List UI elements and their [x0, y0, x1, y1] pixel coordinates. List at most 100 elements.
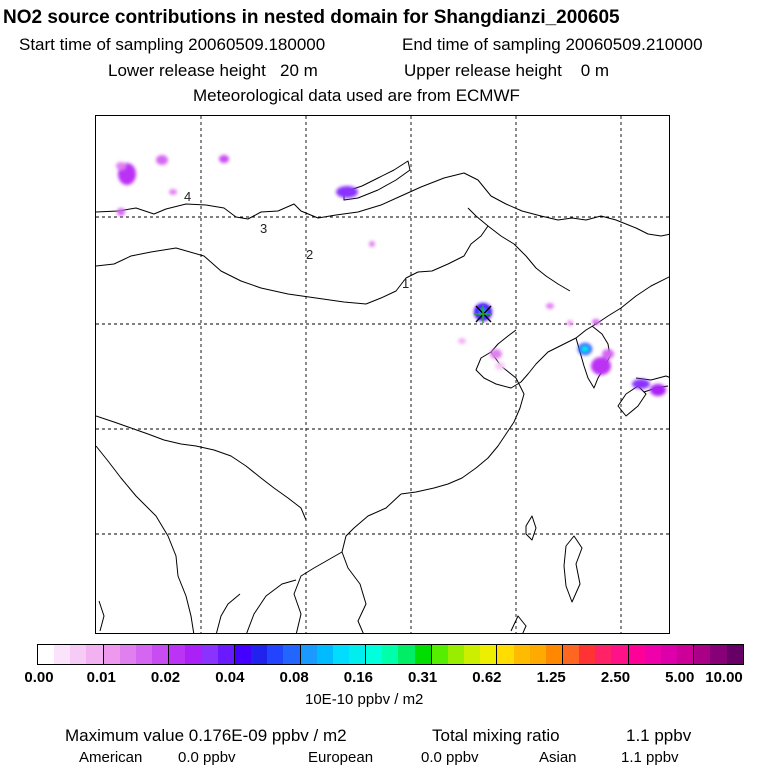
colorbar-cell: [365, 645, 383, 664]
colorbar-cell: [398, 645, 415, 664]
colorbar-cell: [102, 645, 120, 664]
colorbar-cell: [119, 645, 136, 664]
concentration-field: [116, 155, 666, 396]
colorbar-cell: [283, 645, 300, 664]
colorbar-tick-label: 1.25: [536, 669, 566, 686]
coastlines-borders: [96, 160, 669, 633]
colorbar-cell: [447, 645, 465, 664]
plot-title: NO2 source contributions in nested domai…: [3, 7, 620, 28]
region-label-1: 1: [402, 276, 409, 291]
plume-patch: [169, 189, 177, 195]
colorbar-cell: [251, 645, 268, 664]
colorbar-cell: [332, 645, 349, 664]
total-mixing-label: Total mixing ratio: [432, 726, 560, 745]
colorbar-units: 10E-10 ppbv / m2: [305, 691, 424, 708]
colorbar-cell: [660, 645, 678, 664]
station-marker-icon: [474, 305, 492, 323]
total-mixing-value: 1.1 ppbv: [626, 726, 692, 745]
colorbar-cell: [693, 645, 711, 664]
region-label-3: 3: [260, 221, 267, 236]
map-panel: 1 2 3 4: [95, 115, 670, 634]
colorbar-cell: [86, 645, 103, 664]
colorbar-cell: [299, 645, 317, 664]
plume-patch: [591, 357, 611, 375]
colorbar-tick-label: 0.08: [279, 669, 309, 686]
region-label-2: 2: [306, 247, 313, 262]
colorbar-cell: [726, 645, 743, 664]
met-data-source: Meteorological data used are from ECMWF: [193, 86, 520, 105]
plume-patch: [117, 208, 125, 216]
colorbar-cell: [168, 645, 186, 664]
colorbar-cell: [710, 645, 727, 664]
asian-label: Asian: [539, 749, 577, 766]
colorbar-tick-label: 0.00: [24, 669, 54, 686]
colorbar: [37, 644, 744, 665]
colorbar-tick-label: 0.16: [343, 669, 373, 686]
colorbar-cell: [480, 645, 497, 664]
colorbar-cell: [611, 645, 628, 664]
colorbar-tick-label: 5.00: [665, 669, 695, 686]
plume-patch: [490, 349, 502, 359]
american-label: American: [79, 749, 143, 766]
start-time: Start time of sampling 20060509.180000: [19, 35, 326, 54]
plume-patch: [336, 186, 358, 198]
plume-patch: [495, 362, 505, 370]
european-label: European: [308, 749, 374, 766]
colorbar-cell: [644, 645, 661, 664]
region-label-4: 4: [184, 189, 191, 204]
plume-patch: [650, 384, 666, 396]
map-canvas: 1 2 3 4: [96, 116, 669, 633]
plume-patch: [581, 346, 589, 352]
colorbar-cell: [529, 645, 546, 664]
colorbar-cell: [233, 645, 252, 664]
plume-patch: [546, 303, 554, 309]
colorbar-cell: [217, 645, 234, 664]
colorbar-cell: [152, 645, 169, 664]
plume-patch: [632, 379, 650, 389]
maximum-value: Maximum value 0.176E-09 ppbv / m2: [65, 726, 347, 745]
colorbar-tick-label: 10.00: [705, 669, 743, 686]
plume-patch: [116, 162, 126, 170]
colorbar-cell: [70, 645, 87, 664]
plume-patch: [156, 155, 168, 165]
end-time: End time of sampling 20060509.210000: [402, 35, 703, 54]
plume-patch: [219, 155, 229, 163]
upper-release-height: Upper release height 0 m: [404, 61, 610, 80]
colorbar-cell: [579, 645, 596, 664]
colorbar-cell: [545, 645, 562, 664]
colorbar-tick-label: 0.31: [408, 669, 438, 686]
plume-patch: [592, 319, 600, 325]
colorbar-cell: [135, 645, 153, 664]
colorbar-cell: [54, 645, 71, 664]
plume-patch: [369, 241, 375, 247]
colorbar-cell: [316, 645, 333, 664]
colorbar-tick-label: 2.50: [600, 669, 631, 686]
colorbar-cell: [595, 645, 612, 664]
american-value: 0.0 ppbv: [178, 749, 236, 766]
colorbar-cell: [464, 645, 481, 664]
colorbar-cell: [513, 645, 530, 664]
colorbar-cell: [562, 645, 580, 664]
lower-release-height: Lower release height 20 m: [108, 61, 318, 80]
plume-patch: [602, 349, 614, 359]
colorbar-tick-label: 0.01: [86, 669, 116, 686]
european-value: 0.0 ppbv: [421, 749, 479, 766]
colorbar-cell: [382, 645, 399, 664]
colorbar-tick-label: 0.04: [215, 669, 245, 686]
colorbar-cell: [677, 645, 694, 664]
plume-patch: [458, 338, 466, 344]
plume-patch: [567, 320, 573, 326]
colorbar-cell: [496, 645, 514, 664]
colorbar-cell: [267, 645, 284, 664]
colorbar-cell: [627, 645, 645, 664]
colorbar-tick-label: 0.62: [472, 669, 502, 686]
asian-value: 1.1 ppbv: [621, 749, 679, 766]
colorbar-cell: [414, 645, 431, 664]
colorbar-cell: [38, 645, 55, 664]
colorbar-cell: [201, 645, 218, 664]
graticule: [96, 116, 669, 633]
colorbar-cell: [185, 645, 202, 664]
colorbar-cell: [430, 645, 448, 664]
colorbar-tick-label: 0.02: [150, 669, 181, 686]
colorbar-cell: [348, 645, 366, 664]
